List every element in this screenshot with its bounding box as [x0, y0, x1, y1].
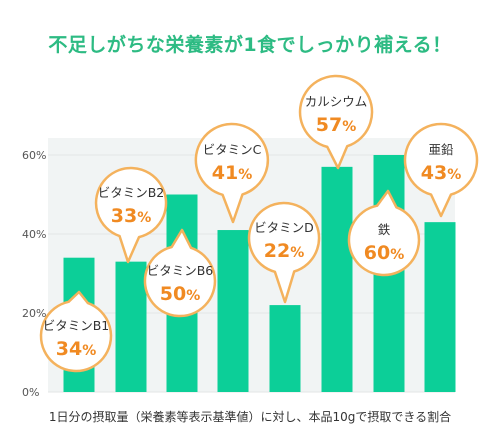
- chart-caption: 1日分の摂取量（栄養素等表示基準値）に対し、本品10gで摂取できる割合: [48, 410, 452, 424]
- callout: ビタミンB6 50%: [143, 228, 217, 318]
- callout-value: 41%: [212, 162, 252, 184]
- callout-value: 33%: [111, 205, 151, 227]
- callout-value: 43%: [421, 162, 461, 184]
- callout-name: ビタミンB6: [147, 263, 214, 278]
- callout-value: 22%: [264, 240, 304, 262]
- callout-name: ビタミンC: [203, 142, 262, 157]
- y-tick-label: 40%: [22, 228, 46, 241]
- y-tick-label: 0%: [22, 386, 39, 399]
- callout-value: 34%: [56, 338, 96, 360]
- y-tick-label: 20%: [22, 307, 46, 320]
- bar: [269, 305, 301, 392]
- y-tick-label: 60%: [22, 149, 46, 162]
- callout-value: 57%: [316, 114, 356, 136]
- callout: 亜鉛 43%: [403, 122, 479, 218]
- callout-bubble: [94, 166, 168, 264]
- callout-bubble: [347, 189, 421, 277]
- chart-title: 不足しがちな栄養素が1食でしっかり補える！: [48, 34, 452, 56]
- bar: [217, 230, 249, 392]
- callout: 鉄 60%: [347, 189, 421, 277]
- callout-bubble: [298, 74, 374, 170]
- callout: ビタミンC 41%: [194, 122, 270, 224]
- callout-bubble: [194, 122, 270, 224]
- callout: カルシウム 57%: [298, 74, 374, 170]
- callout-bubble: [247, 201, 321, 304]
- callout-value: 60%: [364, 242, 404, 264]
- callout-bubble: [403, 122, 479, 218]
- callout-name: 鉄: [378, 222, 391, 237]
- callout-bubble: [39, 290, 113, 373]
- callout-bubble: [143, 228, 217, 318]
- bar: [115, 261, 147, 392]
- callout: ビタミンB1 34%: [39, 290, 113, 373]
- callout-value: 50%: [160, 283, 200, 305]
- bar: [321, 166, 353, 392]
- callout: ビタミンD 22%: [247, 201, 321, 304]
- callout-name: ビタミンD: [254, 220, 314, 235]
- callout-name: ビタミンB1: [43, 318, 110, 333]
- callout-name: 亜鉛: [428, 142, 454, 157]
- callout-name: ビタミンB2: [98, 185, 165, 200]
- callout: ビタミンB2 33%: [94, 166, 168, 264]
- bar: [424, 222, 456, 392]
- callout-name: カルシウム: [305, 94, 368, 109]
